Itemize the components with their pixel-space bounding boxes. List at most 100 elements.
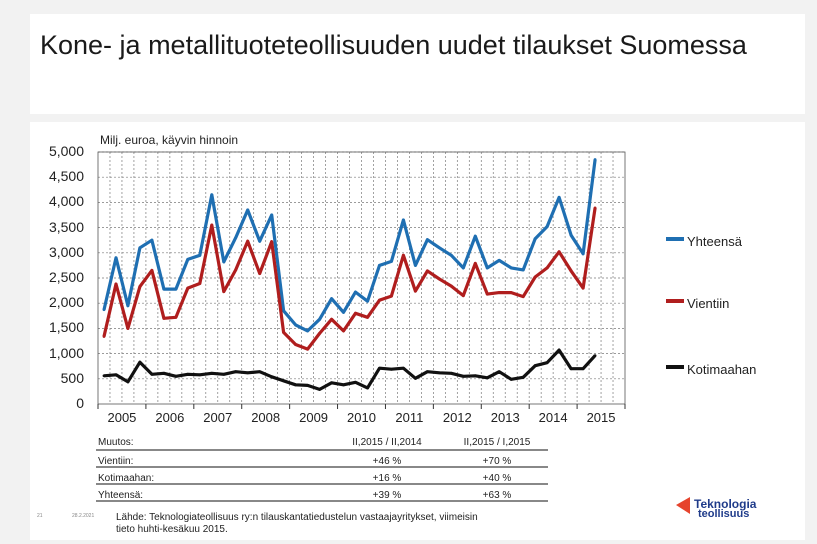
data-point [342,383,345,387]
data-point [497,258,501,262]
data-point [162,287,166,291]
data-point [210,223,214,227]
data-point [258,370,262,374]
data-point [378,366,381,370]
data-point [545,361,549,365]
legend-kotimaahan: Kotimaahan [687,362,757,377]
data-point [282,379,286,383]
data-point [294,343,298,346]
data-point [174,374,178,378]
data-point [593,354,597,358]
title-box [30,14,805,114]
data-point [126,327,130,330]
data-point [533,364,537,368]
data-point [593,206,597,210]
data-point [378,264,381,267]
page-number: 21 [37,513,43,519]
data-point [162,371,166,375]
data-point [449,253,453,257]
data-point [330,317,333,321]
data-point [198,373,202,377]
data-point [138,285,142,288]
data-point [390,259,393,263]
y-tick-label: 0 [76,395,84,411]
data-point [198,253,202,257]
data-point [425,269,429,273]
source-note: Lähde: Teknologiateollisuus ry:n tilausk… [116,512,478,535]
data-point [306,329,310,333]
data-point [174,287,178,291]
data-point [282,309,286,313]
data-point [258,239,262,243]
data-point [557,250,561,254]
x-tick-label: 2005 [107,410,137,425]
footer-date: 28.2.2021 [72,513,95,519]
data-point [545,266,549,270]
y-tick-label: 4,000 [48,193,84,210]
plot-border [97,151,626,405]
data-point [509,291,513,295]
legend-yhteensa: Yhteensä [687,234,742,249]
data-point [270,240,274,244]
data-point [402,253,405,257]
data-point [138,246,142,250]
data-point [557,195,561,199]
data-point [210,371,214,375]
table-cell: +63 % [482,490,512,501]
data-point [402,218,405,222]
table-row-label: Vientiin: [98,456,134,467]
x-tick-label: 2006 [155,410,185,425]
table-cell: +70 % [482,456,512,467]
data-point [342,310,345,314]
data-point [114,373,118,377]
data-point [569,269,573,273]
data-point [174,315,178,319]
x-tick-label: 2007 [203,410,233,425]
x-tick-label: 2008 [251,410,281,425]
table-cell: +39 % [372,490,402,501]
data-point [533,237,537,241]
x-tick-label: 2015 [586,410,616,425]
data-point [593,158,597,161]
data-point [198,282,202,285]
data-point [162,316,166,320]
data-point [102,335,106,338]
data-point [497,370,501,374]
table-row-label: Yhteensä: [98,490,144,501]
data-point [425,370,429,374]
data-point [306,383,310,387]
data-point [114,256,118,260]
data-point [186,257,190,261]
page-title: Kone- ja metallituoteteollisuuden uudet … [40,30,747,60]
data-point [318,317,321,321]
data-point [102,374,106,378]
data-point [354,380,357,384]
data-point [390,367,393,371]
x-tick-label: 2012 [442,410,472,425]
table-header-col2: II,2015 / I,2015 [463,437,531,448]
data-point [330,297,333,301]
y-tick-label: 3,000 [48,243,84,260]
data-point [366,315,369,319]
data-point [557,348,561,352]
y-tick-label: 500 [60,369,84,386]
data-point [258,272,262,275]
data-point [485,292,489,296]
data-point [378,298,381,302]
data-point [569,367,573,371]
data-point [210,193,214,197]
data-point [509,377,513,381]
series-line-vientiin [102,207,597,351]
data-point [150,238,154,242]
data-point [437,277,441,281]
data-point [330,381,333,385]
data-point [461,374,465,378]
data-point [509,266,513,270]
data-point [294,383,298,387]
data-point [473,374,477,378]
data-point [402,366,405,370]
data-point [581,367,585,371]
data-point [234,268,238,272]
legend-vientiin: Vientiin [687,296,730,311]
